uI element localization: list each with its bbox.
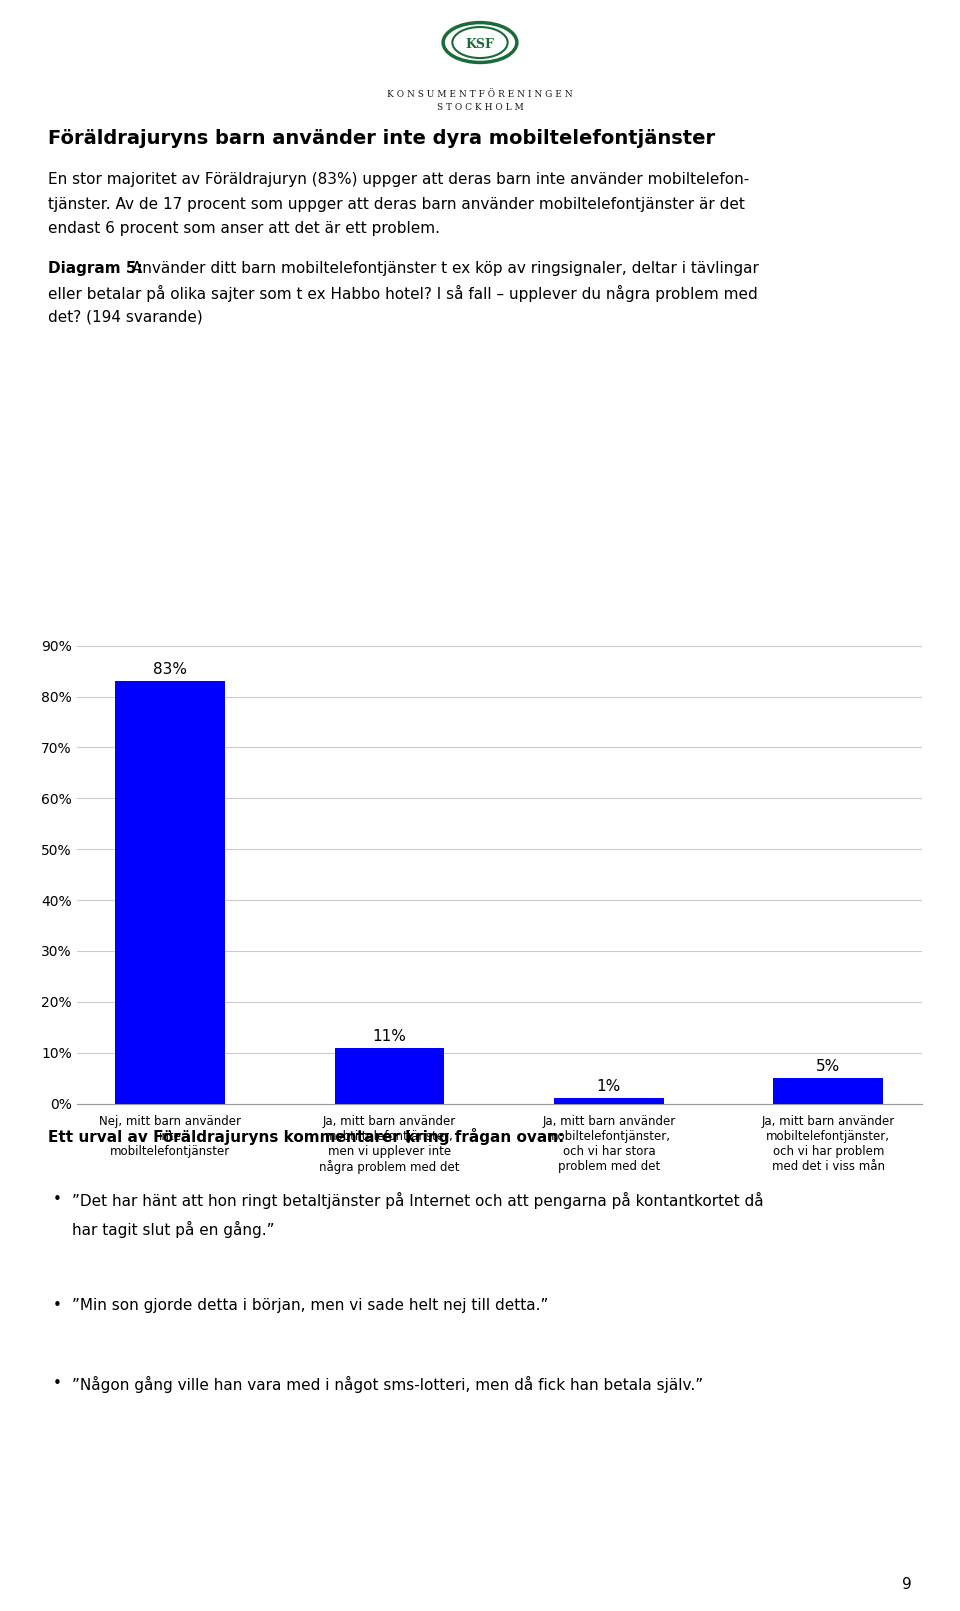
Bar (774, 1078, 883, 1104)
Text: En stor majoritet av Föräldrajuryn (83%) uppger att deras barn inte använder mob: En stor majoritet av Föräldrajuryn (83%)… (48, 172, 749, 187)
Text: 5%: 5% (816, 1058, 840, 1075)
Text: tjänster. Av de 17 procent som uppger att deras barn använder mobiltelefontjänst: tjänster. Av de 17 procent som uppger at… (48, 197, 745, 211)
Text: ”Min son gjorde detta i början, men vi sade helt nej till detta.”: ”Min son gjorde detta i början, men vi s… (72, 1298, 548, 1313)
Text: eller betalar på olika sajter som t ex Habbo hotel? I så fall – upplever du någr: eller betalar på olika sajter som t ex H… (48, 285, 757, 303)
Bar (335, 1047, 444, 1104)
Text: •: • (53, 1298, 61, 1313)
Text: Diagram 5:: Diagram 5: (48, 261, 143, 275)
Text: 1%: 1% (597, 1079, 621, 1094)
Text: 11%: 11% (372, 1028, 406, 1044)
Bar (115, 681, 225, 1104)
Text: •: • (53, 1192, 61, 1207)
Text: endast 6 procent som anser att det är ett problem.: endast 6 procent som anser att det är et… (48, 221, 440, 235)
Text: ”Det har hänt att hon ringt betaltjänster på Internet och att pengarna på kontan: ”Det har hänt att hon ringt betaltjänste… (72, 1192, 763, 1210)
Bar (554, 1099, 663, 1104)
Text: det? (194 svarande): det? (194 svarande) (48, 309, 203, 324)
Text: K O N S U M E N T F Ö R E N I N G E N: K O N S U M E N T F Ö R E N I N G E N (387, 90, 573, 100)
Text: S T O C K H O L M: S T O C K H O L M (437, 103, 523, 113)
Text: KSF: KSF (466, 37, 494, 52)
Text: Ett urval av Föräldrajuryns kommentarer kring frågan ovan:: Ett urval av Föräldrajuryns kommentarer … (48, 1128, 564, 1145)
Text: Föräldrajuryns barn använder inte dyra mobiltelefontjänster: Föräldrajuryns barn använder inte dyra m… (48, 129, 715, 148)
Text: 83%: 83% (153, 662, 187, 677)
Text: Använder ditt barn mobiltelefontjänster t ex köp av ringsignaler, deltar i tävli: Använder ditt barn mobiltelefontjänster … (127, 261, 758, 275)
Text: har tagit slut på en gång.”: har tagit slut på en gång.” (72, 1221, 275, 1239)
Text: •: • (53, 1376, 61, 1390)
Text: ”Någon gång ville han vara med i något sms-lotteri, men då fick han betala själv: ”Någon gång ville han vara med i något s… (72, 1376, 703, 1394)
Text: 9: 9 (902, 1577, 912, 1592)
